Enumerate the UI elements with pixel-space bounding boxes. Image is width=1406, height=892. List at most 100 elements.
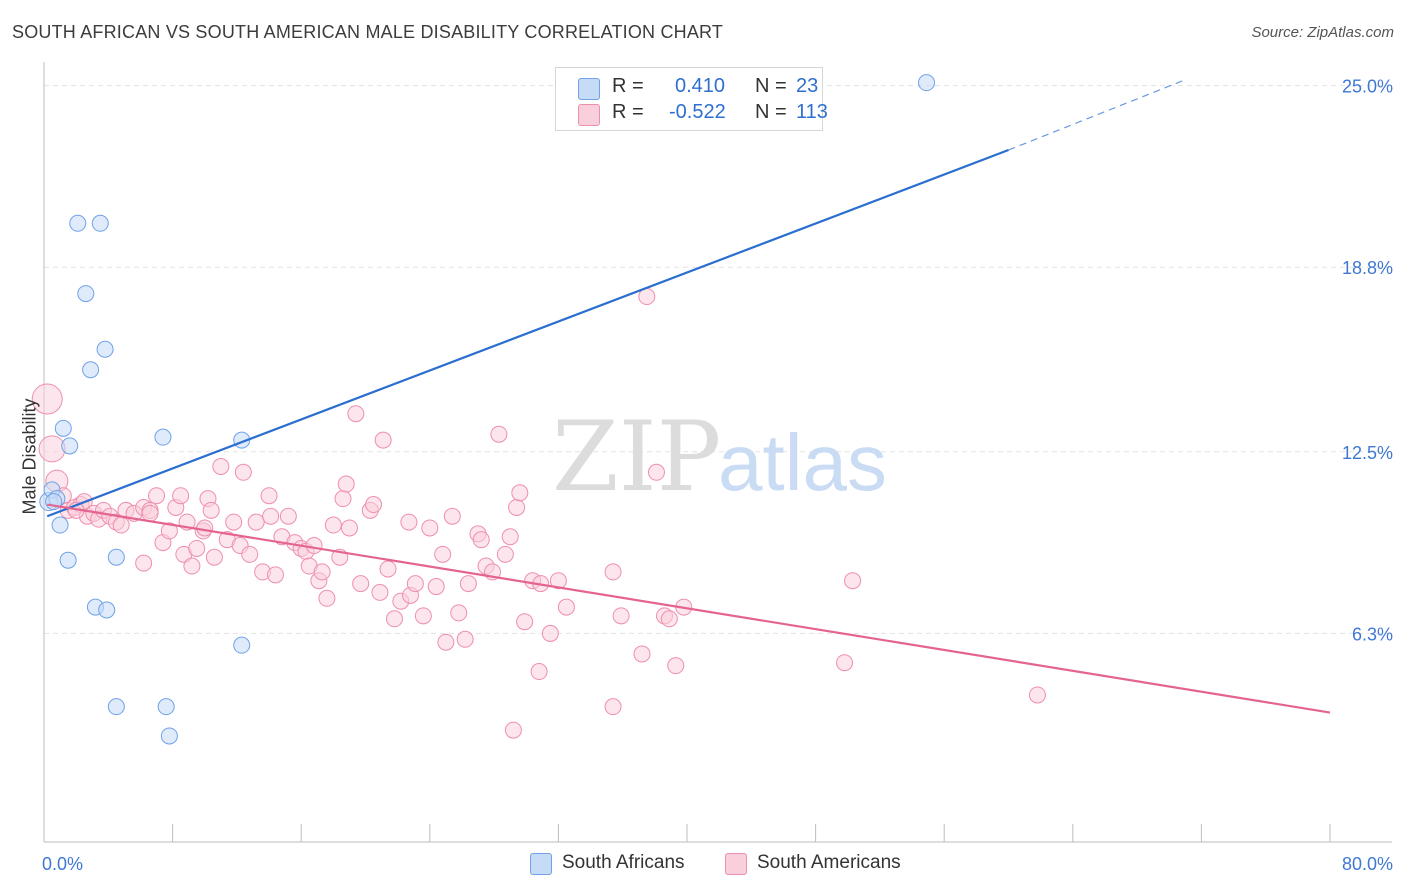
x-tick-label: 0.0% (42, 854, 83, 874)
point-south-american (160, 522, 178, 540)
legend-n-label: N = (755, 101, 787, 123)
trend-line-south-africans (46, 149, 1009, 518)
point-south-african (61, 437, 79, 455)
point-south-american (633, 645, 651, 663)
point-south-american (135, 554, 153, 572)
legend-r-value: 0.410 (675, 75, 726, 97)
point-south-american (379, 560, 397, 578)
point-south-american (541, 624, 559, 642)
legend-n-value: 23 (796, 75, 819, 97)
point-south-american (530, 663, 548, 681)
point-south-american (456, 630, 474, 648)
legend-label: South Americans (757, 852, 901, 873)
point-south-american (318, 589, 336, 607)
point-south-american (549, 572, 567, 590)
point-south-american (511, 484, 529, 502)
point-south-american (516, 613, 534, 631)
point-south-african (77, 285, 95, 303)
correlation-legend: R = 0.410 N = 23 R = -0.522 N = 113 (555, 67, 828, 131)
point-south-african (82, 361, 100, 379)
point-south-american (305, 537, 323, 555)
point-south-american (437, 633, 455, 651)
point-south-american (371, 583, 389, 601)
legend-r-label: R = (612, 101, 644, 123)
y-axis-label: Male Disability (19, 398, 40, 515)
point-south-african (918, 74, 936, 92)
point-south-american (421, 519, 439, 537)
point-south-american (604, 698, 622, 716)
point-south-african (91, 214, 109, 232)
point-south-african (157, 698, 175, 716)
point-south-american (196, 519, 214, 537)
legend-swatch-blue (578, 78, 600, 100)
axis-ticks: 6.3% 12.5% 18.8% 25.0% 0.0% 80.0% (42, 77, 1393, 874)
point-south-american (183, 557, 201, 575)
y-tick-label: 25.0% (1342, 77, 1393, 97)
point-south-african (69, 214, 87, 232)
point-south-american (667, 657, 685, 675)
point-south-american (501, 528, 519, 546)
point-south-american (279, 507, 297, 525)
point-south-american (1028, 686, 1046, 704)
point-south-american (365, 496, 383, 514)
point-south-african (160, 727, 178, 745)
legend-n-value: 113 (796, 101, 828, 123)
point-south-american (604, 563, 622, 581)
point-south-african (107, 698, 125, 716)
point-south-american (262, 507, 280, 525)
point-south-american (660, 610, 678, 628)
y-tick-label: 6.3% (1352, 624, 1393, 644)
point-south-american (38, 435, 66, 463)
point-south-american (340, 519, 358, 537)
point-south-american (557, 598, 575, 616)
point-south-american (352, 575, 370, 593)
legend-label: South Africans (562, 852, 685, 873)
trend-line-south-africans-extension (1008, 79, 1186, 151)
point-south-american (313, 563, 331, 581)
point-south-american (260, 487, 278, 505)
point-south-american (247, 513, 265, 531)
point-south-american (188, 539, 206, 557)
point-south-american (324, 516, 342, 534)
point-south-american (434, 545, 452, 563)
point-south-american (266, 566, 284, 584)
legend-swatch-blue (530, 853, 552, 875)
point-south-american (347, 405, 365, 423)
point-south-american (443, 507, 461, 525)
point-south-african (98, 601, 116, 619)
watermark-zip: ZIP (552, 401, 721, 513)
point-south-african (51, 516, 69, 534)
point-south-american (172, 487, 190, 505)
point-south-american (31, 383, 63, 415)
point-south-african (107, 548, 125, 566)
x-tick-label: 80.0% (1342, 854, 1393, 874)
point-south-american (337, 475, 355, 493)
legend-swatch-pink (578, 104, 600, 126)
source-label: Source: ZipAtlas.com (1251, 24, 1394, 41)
point-south-american (612, 607, 630, 625)
point-south-american (472, 531, 490, 549)
point-south-american (334, 490, 352, 508)
legend-r-value: -0.522 (669, 101, 726, 123)
point-south-american (647, 463, 665, 481)
point-south-african (59, 551, 77, 569)
point-south-american (148, 487, 166, 505)
legend-r-label: R = (612, 75, 644, 97)
point-south-american (496, 545, 514, 563)
legend-n-label: N = (755, 75, 787, 97)
y-tick-label: 12.5% (1342, 443, 1393, 463)
watermark: ZIP atlas (552, 401, 887, 513)
point-south-african (154, 428, 172, 446)
trend-line-south-americans (47, 503, 1331, 714)
point-south-american (450, 604, 468, 622)
point-south-american (490, 425, 508, 443)
point-south-american (205, 548, 223, 566)
point-south-american (385, 610, 403, 628)
point-south-american (508, 498, 526, 516)
trend-lines (46, 79, 1331, 714)
y-tick-label: 18.8% (1342, 258, 1393, 278)
point-south-american (459, 575, 477, 593)
point-south-american (844, 572, 862, 590)
point-south-american (427, 578, 445, 596)
point-south-american (414, 607, 432, 625)
